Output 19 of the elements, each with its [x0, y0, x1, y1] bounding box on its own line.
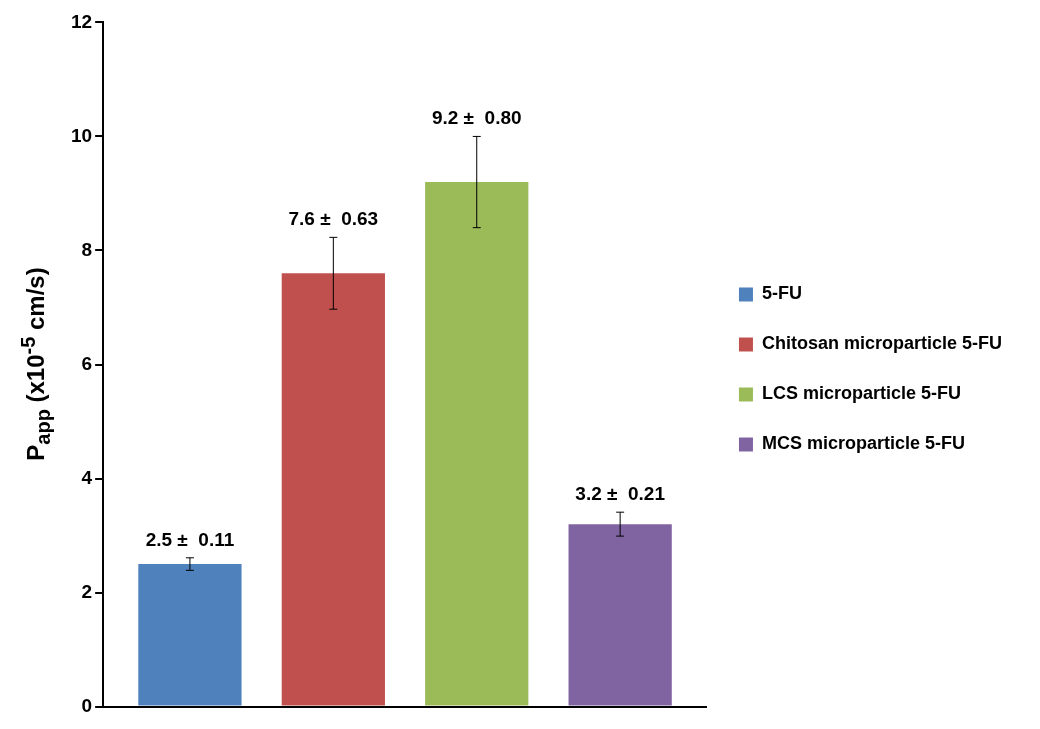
- y-tick-label: 2: [81, 580, 93, 602]
- bar: [138, 564, 242, 706]
- data-label: 2.5 ± 0.11: [145, 528, 235, 550]
- legend-label: 5-FU: [761, 283, 802, 304]
- legend-label: LCS microparticle 5-FU: [761, 383, 961, 404]
- y-tick-label: 4: [81, 466, 93, 488]
- data-label: 3.2 ± 0.21: [575, 482, 666, 504]
- bar: [425, 182, 529, 706]
- bar: [281, 273, 385, 706]
- y-tick-label: 10: [70, 124, 93, 146]
- y-tick-label: 12: [70, 10, 93, 32]
- y-tick-label: 8: [81, 238, 93, 260]
- legend-label: MCS microparticle 5-FU: [761, 433, 965, 454]
- data-label: 7.6 ± 0.63: [288, 208, 379, 230]
- bar: [568, 524, 672, 706]
- y-tick-label: 0: [81, 694, 93, 716]
- y-tick-label: 6: [81, 352, 93, 374]
- data-label: 9.2 ± 0.80: [431, 107, 522, 129]
- legend-label: Chitosan microparticle 5-FU: [761, 333, 1002, 354]
